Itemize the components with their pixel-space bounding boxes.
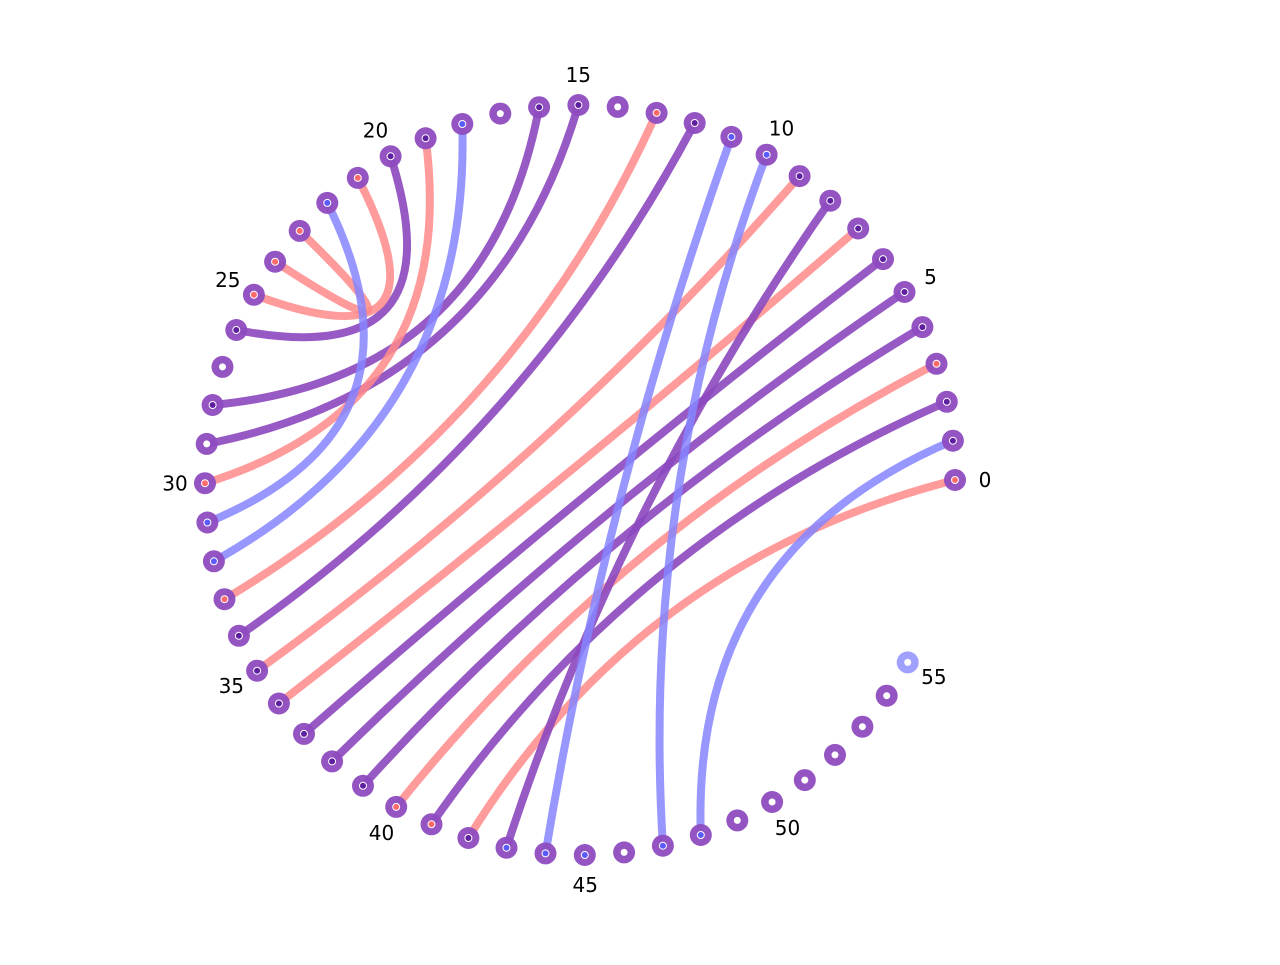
node-7 [847, 217, 870, 240]
edge-25-21 [249, 173, 395, 321]
edge-4-39 [359, 323, 927, 790]
node-26 [225, 319, 248, 341]
node-10 [755, 143, 778, 166]
edge-1-48 [696, 436, 957, 839]
edge-19-30 [201, 134, 434, 488]
tick-label-10: 10 [769, 117, 794, 141]
node-32 [202, 550, 225, 573]
edge-11-44 [541, 132, 736, 858]
node-49 [726, 809, 749, 832]
tick-label-5: 5 [924, 265, 937, 289]
node-40 [385, 795, 408, 818]
edge-12-34 [234, 119, 699, 640]
node-20 [379, 145, 402, 168]
node-36 [267, 692, 290, 715]
edge-10-47 [655, 150, 771, 850]
edge-22-31 [203, 198, 368, 527]
node-0 [944, 469, 966, 491]
node-16 [528, 96, 551, 119]
nodes-layer [194, 94, 966, 866]
tick-label-50: 50 [775, 816, 800, 840]
node-13 [645, 101, 668, 124]
tick-label-20: 20 [363, 118, 388, 142]
node-22 [316, 191, 339, 214]
tick-label-45: 45 [572, 873, 597, 897]
edges-layer [201, 101, 959, 858]
edge-6-37 [300, 255, 887, 738]
node-35 [246, 659, 269, 682]
node-29 [195, 432, 218, 455]
node-30 [194, 472, 216, 495]
node-39 [352, 774, 374, 797]
node-17 [489, 102, 512, 125]
node-14 [606, 95, 629, 118]
node-1 [941, 429, 964, 452]
tick-label-40: 40 [369, 821, 394, 845]
node-6 [872, 248, 894, 271]
edge-20-26 [232, 152, 412, 342]
node-21 [346, 166, 369, 189]
node-12 [683, 112, 706, 134]
node-25 [242, 283, 265, 306]
edge-5-38 [328, 288, 909, 766]
tick-label-30: 30 [162, 472, 187, 496]
node-34 [227, 624, 250, 647]
node-5 [893, 281, 916, 303]
node-53 [851, 715, 874, 738]
node-43 [495, 836, 518, 859]
node-9 [788, 165, 811, 188]
node-15 [567, 94, 590, 116]
node-51 [793, 769, 816, 792]
edge-8-43 [502, 196, 835, 852]
node-41 [420, 813, 443, 836]
node-52 [824, 743, 846, 766]
tick-labels-layer: 0 5 10 15 20 25 30 35 40 45 50 55 [162, 63, 991, 897]
node-19 [414, 127, 437, 150]
node-42 [457, 827, 480, 849]
tick-label-15: 15 [566, 63, 591, 87]
edge-15-29 [202, 101, 583, 448]
node-37 [293, 722, 315, 745]
node-8 [819, 189, 842, 212]
edge-7-36 [274, 224, 863, 708]
edge-18-32 [209, 120, 467, 566]
node-3 [925, 352, 948, 375]
edge-3-40 [392, 359, 941, 811]
node-45 [573, 844, 596, 866]
tick-label-25: 25 [215, 268, 240, 292]
tick-label-35: 35 [219, 674, 244, 698]
node-54 [875, 684, 898, 707]
node-24 [264, 250, 287, 273]
node-23 [288, 219, 311, 242]
edge-13-33 [220, 108, 661, 604]
node-46 [613, 841, 636, 864]
edge-0-42 [464, 476, 959, 842]
tick-label-55: 55 [921, 665, 946, 689]
edge-24-23 [271, 226, 373, 316]
node-44 [534, 842, 557, 865]
node-50 [761, 791, 784, 813]
node-11 [720, 125, 743, 148]
node-28 [201, 394, 224, 416]
node-4 [911, 316, 934, 339]
node-38 [321, 750, 344, 773]
edge-2-41 [427, 397, 951, 829]
node-31 [196, 511, 219, 534]
node-48 [689, 824, 712, 846]
node-33 [213, 588, 236, 611]
edge-16-28 [208, 103, 544, 409]
node-2 [935, 390, 958, 413]
node-18 [451, 113, 474, 135]
node-27 [211, 355, 234, 378]
tick-label-0: 0 [979, 468, 992, 492]
node-55 [896, 651, 919, 674]
node-47 [651, 834, 674, 857]
